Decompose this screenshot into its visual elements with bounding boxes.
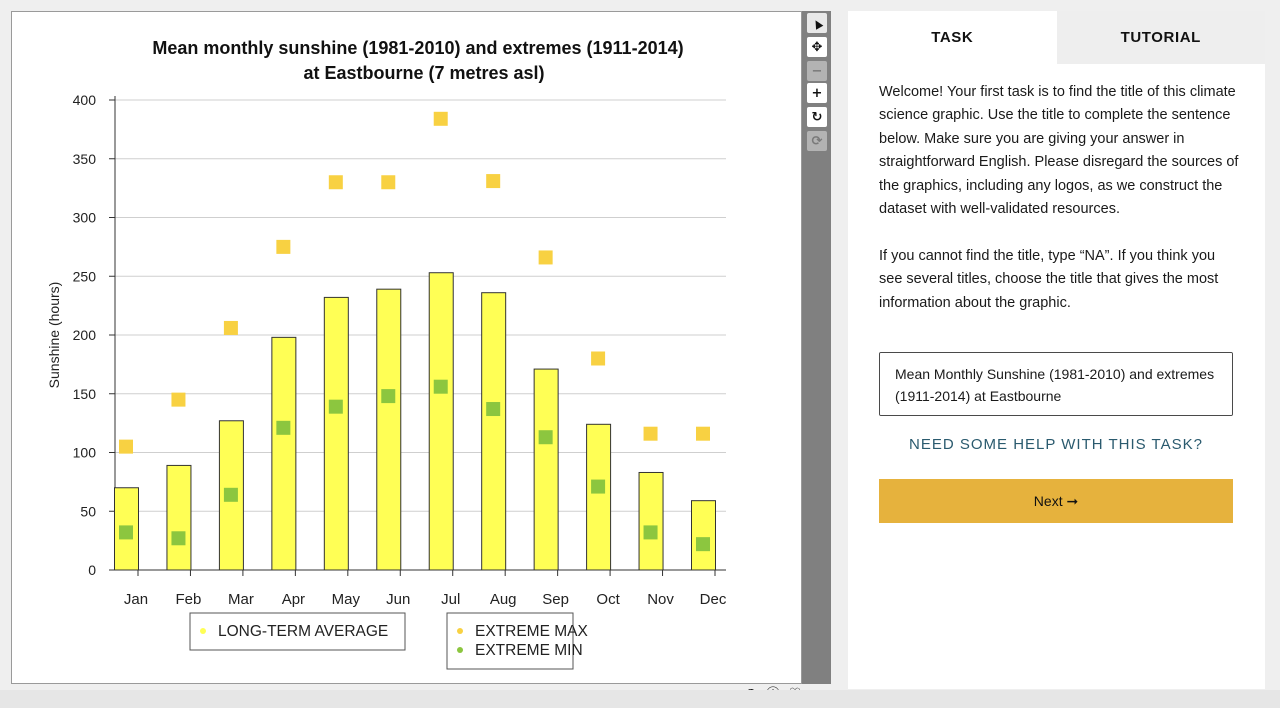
x-tick-label: Aug: [490, 591, 517, 608]
instructions-paragraph: Welcome! Your first task is to find the …: [879, 84, 1239, 218]
extreme-min-point: [223, 487, 238, 502]
plus-icon: +: [811, 85, 823, 101]
extreme-min-point: [643, 525, 658, 540]
extreme-min-point: [276, 420, 291, 435]
legend-marker-min: [457, 647, 463, 653]
extreme-max-point: [538, 250, 553, 265]
legend-label-min: EXTREME MIN: [475, 642, 583, 659]
x-tick-label: May: [332, 591, 361, 608]
move-icon: ✥: [811, 39, 823, 55]
extreme-max-point: [328, 175, 343, 190]
y-tick-label: 250: [73, 268, 97, 284]
extreme-max-point: [696, 426, 710, 441]
instructions-paragraph: If you cannot find the title, type “NA”.…: [879, 247, 1219, 311]
refresh-icon: ⟳: [811, 133, 823, 149]
tab-task[interactable]: TASK: [848, 11, 1057, 64]
extreme-min-point: [433, 379, 448, 394]
legend-marker-max: [457, 628, 463, 634]
x-tick-label: Apr: [282, 591, 305, 608]
x-tick-label: Nov: [647, 591, 674, 608]
answer-input[interactable]: Mean Monthly Sunshine (1981-2010) and ex…: [879, 352, 1233, 416]
y-tick-label: 150: [73, 386, 97, 402]
extreme-min-point: [328, 399, 343, 414]
extreme-max-point: [486, 174, 501, 189]
legend-label-average: LONG-TERM AVERAGE: [218, 623, 388, 640]
extreme-max-point: [223, 320, 238, 335]
legend-label-max: EXTREME MAX: [475, 623, 588, 640]
rotate-icon: ↻: [811, 109, 823, 125]
legend-marker-average: [200, 628, 206, 634]
bar: [428, 272, 454, 571]
chart-title: Mean monthly sunshine (1981-2010) and ex…: [152, 38, 683, 58]
viewer-toolbar: ▲ ✥ − + ↻ ⟳: [802, 11, 831, 684]
task-panel: TASK TUTORIAL Welcome! Your first task i…: [848, 11, 1265, 689]
rotate-tool[interactable]: ↻: [807, 107, 827, 127]
bar: [481, 292, 507, 571]
extreme-min-point: [696, 537, 710, 552]
x-tick-label: Mar: [228, 591, 254, 608]
pointer-tool[interactable]: ▲: [807, 13, 827, 33]
extreme-min-point: [119, 525, 133, 540]
y-axis-label: Sunshine (hours): [46, 282, 62, 389]
bar: [691, 500, 716, 571]
bar: [271, 336, 297, 571]
bar: [166, 464, 192, 571]
y-tick-label: 350: [73, 151, 97, 167]
x-tick-label: Oct: [596, 591, 620, 608]
extreme-min-point: [591, 479, 606, 494]
extreme-max-point: [591, 351, 606, 366]
next-button[interactable]: Next ➞: [879, 479, 1233, 523]
panel-tabs: TASK TUTORIAL: [848, 11, 1265, 64]
bar: [376, 288, 402, 571]
x-tick-label: Feb: [176, 591, 202, 608]
extreme-max-point: [276, 239, 291, 254]
x-tick-label: Jan: [124, 591, 148, 608]
extreme-min-point: [381, 389, 396, 404]
chart-subtitle: at Eastbourne (7 metres asl): [303, 63, 544, 83]
extreme-max-point: [381, 175, 396, 190]
help-link[interactable]: NEED SOME HELP WITH THIS TASK?: [909, 436, 1203, 453]
y-tick-label: 100: [73, 445, 97, 461]
extreme-min-point: [486, 402, 501, 417]
legend-box-extremes: [446, 612, 574, 670]
minus-icon: −: [811, 63, 823, 79]
pointer-icon: ▲: [810, 15, 824, 31]
bottom-strip: [0, 690, 1280, 708]
zoom-out-tool[interactable]: −: [807, 61, 827, 81]
extreme-min-point: [171, 531, 186, 546]
extreme-max-point: [433, 111, 448, 126]
sunshine-chart: Mean monthly sunshine (1981-2010) and ex…: [46, 38, 727, 670]
y-tick-label: 200: [73, 327, 97, 343]
x-tick-label: Jul: [441, 591, 460, 608]
zoom-in-tool[interactable]: +: [807, 83, 827, 103]
task-instructions: Welcome! Your first task is to find the …: [879, 81, 1239, 338]
x-tick-label: Sep: [542, 591, 569, 608]
tab-tutorial[interactable]: TUTORIAL: [1056, 11, 1265, 64]
extreme-max-point: [643, 426, 658, 441]
image-viewer[interactable]: Mean monthly sunshine (1981-2010) and ex…: [11, 11, 802, 684]
x-tick-label: Jun: [386, 591, 410, 608]
y-tick-label: 50: [80, 503, 96, 519]
legend-box-average: [189, 612, 406, 651]
extreme-max-point: [119, 439, 133, 454]
y-tick-label: 400: [73, 92, 97, 108]
bar: [533, 368, 559, 571]
pan-tool[interactable]: ✥: [807, 37, 827, 57]
extreme-max-point: [171, 392, 186, 407]
bar: [323, 296, 349, 571]
bar: [638, 471, 664, 571]
bar: [586, 423, 612, 571]
y-tick-label: 0: [88, 562, 96, 578]
x-tick-label: Dec: [700, 591, 727, 608]
extreme-min-point: [538, 430, 553, 445]
reset-tool[interactable]: ⟳: [807, 131, 827, 151]
y-tick-label: 300: [73, 210, 97, 226]
